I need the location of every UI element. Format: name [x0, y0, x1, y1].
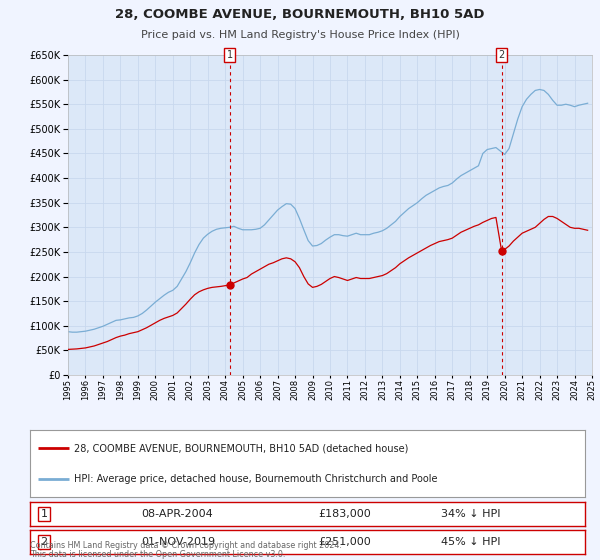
Text: £183,000: £183,000 [319, 509, 371, 519]
Text: 2: 2 [499, 50, 505, 60]
Text: 1: 1 [227, 50, 233, 60]
Text: 1: 1 [40, 509, 47, 519]
Text: £251,000: £251,000 [319, 537, 371, 547]
Text: 34% ↓ HPI: 34% ↓ HPI [440, 509, 500, 519]
Text: 28, COOMBE AVENUE, BOURNEMOUTH, BH10 5AD: 28, COOMBE AVENUE, BOURNEMOUTH, BH10 5AD [115, 8, 485, 21]
Text: Price paid vs. HM Land Registry's House Price Index (HPI): Price paid vs. HM Land Registry's House … [140, 30, 460, 40]
Text: HPI: Average price, detached house, Bournemouth Christchurch and Poole: HPI: Average price, detached house, Bour… [74, 474, 438, 484]
Text: 28, COOMBE AVENUE, BOURNEMOUTH, BH10 5AD (detached house): 28, COOMBE AVENUE, BOURNEMOUTH, BH10 5AD… [74, 443, 409, 453]
Text: 08-APR-2004: 08-APR-2004 [141, 509, 213, 519]
Text: 2: 2 [40, 537, 47, 547]
Text: Contains HM Land Registry data © Crown copyright and database right 2024.: Contains HM Land Registry data © Crown c… [30, 541, 342, 550]
Text: 01-NOV-2019: 01-NOV-2019 [141, 537, 215, 547]
Text: 45% ↓ HPI: 45% ↓ HPI [440, 537, 500, 547]
Text: This data is licensed under the Open Government Licence v3.0.: This data is licensed under the Open Gov… [30, 550, 286, 559]
